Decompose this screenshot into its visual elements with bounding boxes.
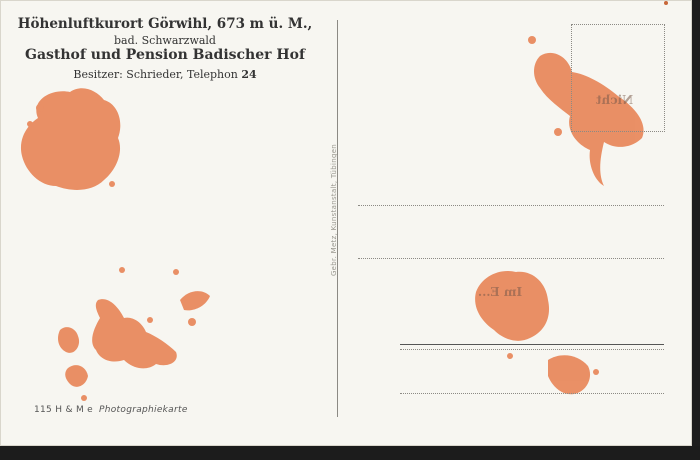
center-divider: [337, 20, 338, 417]
stain-top-left: [20, 88, 121, 190]
publisher-text: Gebr. Metz, Kunstanstalt, Tübingen: [330, 143, 338, 277]
stain-bottom-left: [92, 299, 177, 369]
phone-number: 24: [241, 68, 257, 81]
header-business: Gasthof und Pension Badischer Hof: [25, 47, 305, 63]
address-line: [400, 349, 664, 350]
adhesive-stains: [20, 36, 644, 401]
owner-text: Besitzer: Schrieder, Telephon: [73, 68, 242, 81]
address-line: [358, 258, 664, 259]
card-footer: 115 H & M e Photographiekarte: [34, 405, 188, 415]
stain-stamp: [534, 52, 644, 187]
header-owner: Besitzer: Schrieder, Telephon 24: [0, 68, 330, 81]
stain-address: [475, 270, 550, 341]
header-region: bad. Schwarzwald: [114, 34, 216, 47]
card-code: 115 H & M e: [34, 405, 94, 415]
address-line: [358, 205, 664, 206]
address-line: [400, 344, 664, 345]
stamp-box: [571, 24, 665, 132]
header-location: Höhenluftkurort Görwihl, 673 m ü. M.,: [17, 16, 313, 32]
scan-edge-right: [692, 0, 700, 460]
card-type-label: Photographiekarte: [99, 405, 188, 415]
address-line: [400, 393, 664, 394]
scan-edge-bottom: [0, 446, 700, 460]
address-ghost-text: Im E...: [478, 285, 523, 299]
postcard-back: Höhenluftkurort Görwihl, 673 m ü. M., ba…: [0, 0, 692, 446]
corner-mark: [664, 1, 668, 5]
